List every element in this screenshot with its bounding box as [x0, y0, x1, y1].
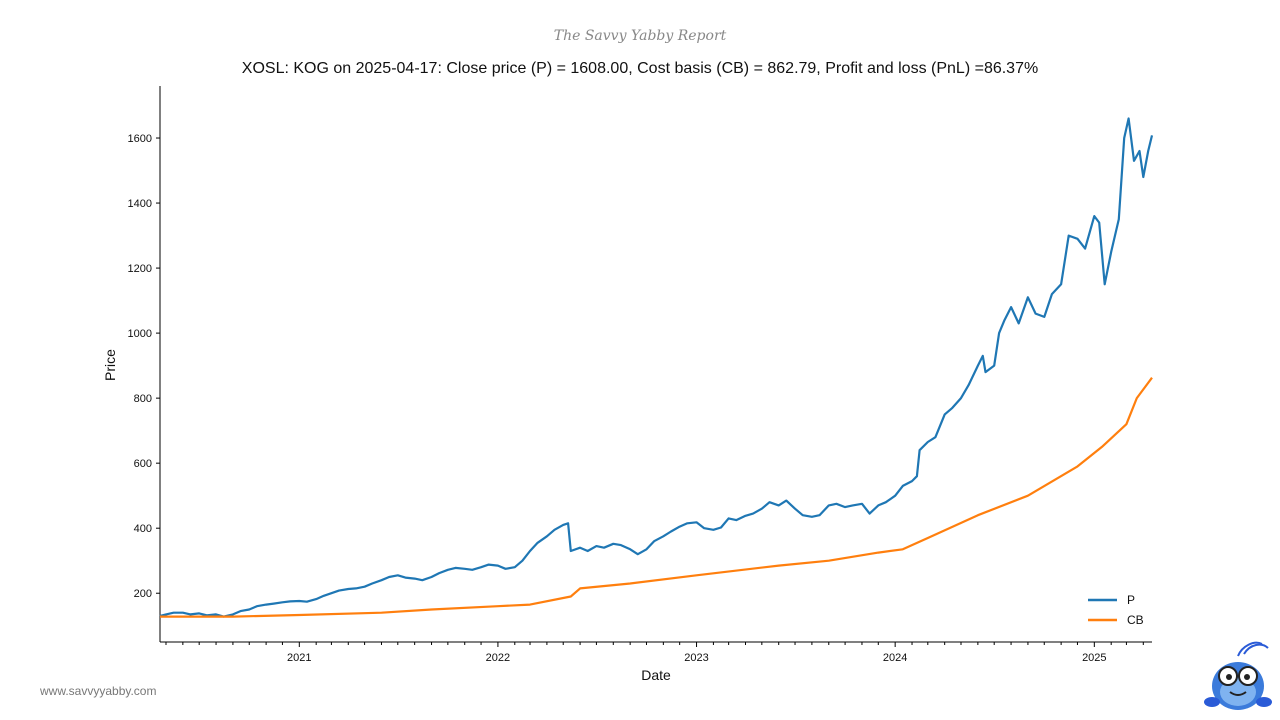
chart-axes: 200 400 600 800 1000 1200 1400 1600 2021 2022 2023… — [128, 86, 1152, 664]
x-axis-label: Date — [641, 667, 671, 683]
x-tick-label: 2022 — [486, 652, 510, 664]
series-line-p — [159, 117, 1154, 618]
y-tick-label: 1400 — [128, 198, 152, 210]
y-tick-label: 600 — [134, 458, 152, 470]
chart-series — [159, 117, 1154, 618]
legend-label-cb: CB — [1127, 613, 1144, 627]
y-tick-label: 800 — [134, 393, 152, 405]
chart-title: XOSL: KOG on 2025-04-17: Close price (P)… — [241, 60, 1039, 77]
x-tick-label: 2023 — [684, 652, 708, 664]
x-tick-label: 2021 — [287, 652, 311, 664]
y-tick-label: 200 — [134, 588, 152, 600]
x-tick-label: 2025 — [1082, 652, 1106, 664]
series-line-cb — [160, 377, 1153, 618]
yabby-mascot-logo — [1204, 641, 1272, 710]
x-tick-label: 2024 — [883, 652, 907, 664]
legend-label-p: P — [1127, 593, 1135, 607]
y-tick-label: 1600 — [128, 133, 152, 145]
website-url[interactable]: www.savvyyabby.com — [40, 684, 157, 698]
chart-legend: P CB — [1088, 593, 1144, 627]
y-axis-label: Price — [102, 349, 118, 381]
y-tick-label: 1200 — [128, 263, 152, 275]
y-tick-label: 1000 — [128, 328, 152, 340]
y-tick-label: 400 — [134, 523, 152, 535]
report-title: The Savvy Yabby Report — [553, 28, 727, 44]
